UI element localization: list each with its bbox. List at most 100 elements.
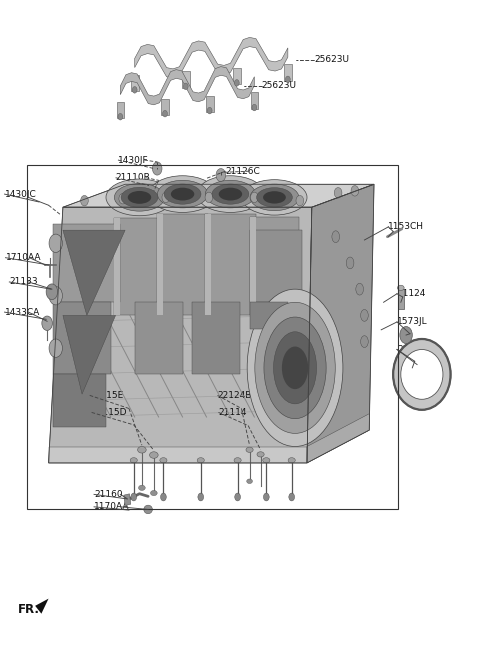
Polygon shape: [63, 184, 374, 207]
Circle shape: [42, 316, 52, 330]
Ellipse shape: [393, 339, 451, 410]
Text: 1153CH: 1153CH: [388, 222, 424, 231]
Text: 1573JL: 1573JL: [397, 317, 428, 327]
Polygon shape: [250, 217, 256, 315]
Circle shape: [183, 83, 188, 89]
Ellipse shape: [255, 302, 335, 434]
Ellipse shape: [160, 458, 167, 463]
Circle shape: [162, 192, 169, 202]
Text: 21115D: 21115D: [92, 408, 127, 417]
Polygon shape: [35, 599, 48, 614]
Ellipse shape: [197, 458, 204, 463]
Text: 1430JF: 1430JF: [118, 156, 149, 164]
Polygon shape: [114, 217, 165, 315]
Ellipse shape: [144, 505, 153, 514]
Circle shape: [153, 162, 162, 175]
Ellipse shape: [130, 458, 137, 463]
Polygon shape: [53, 374, 106, 427]
Ellipse shape: [157, 180, 208, 208]
Polygon shape: [192, 302, 240, 374]
Ellipse shape: [150, 452, 158, 459]
Text: FR.: FR.: [17, 602, 39, 616]
Polygon shape: [114, 217, 120, 315]
Circle shape: [163, 110, 168, 117]
Circle shape: [49, 286, 62, 305]
Ellipse shape: [346, 257, 354, 269]
Polygon shape: [250, 217, 299, 315]
Ellipse shape: [356, 283, 363, 295]
Ellipse shape: [205, 180, 255, 208]
Ellipse shape: [138, 447, 146, 453]
Text: 25623U: 25623U: [262, 81, 297, 91]
Ellipse shape: [264, 317, 326, 419]
Text: 21115E: 21115E: [90, 391, 124, 400]
Bar: [27, 165, 398, 509]
Circle shape: [296, 195, 304, 206]
Text: 1430JC: 1430JC: [4, 190, 36, 198]
Circle shape: [351, 185, 359, 196]
Ellipse shape: [263, 458, 270, 463]
Polygon shape: [117, 102, 124, 118]
Ellipse shape: [149, 175, 216, 212]
Polygon shape: [131, 75, 139, 91]
Polygon shape: [182, 71, 190, 87]
Circle shape: [160, 493, 166, 501]
Ellipse shape: [397, 285, 404, 290]
Text: 21114: 21114: [218, 408, 247, 417]
Ellipse shape: [234, 458, 241, 463]
Ellipse shape: [360, 336, 368, 348]
Circle shape: [131, 493, 137, 501]
Polygon shape: [307, 184, 374, 463]
Circle shape: [49, 339, 62, 357]
Ellipse shape: [219, 188, 242, 200]
Ellipse shape: [246, 447, 253, 453]
Polygon shape: [53, 223, 120, 302]
Circle shape: [118, 114, 123, 120]
Ellipse shape: [139, 485, 145, 490]
Ellipse shape: [212, 184, 249, 204]
Ellipse shape: [121, 187, 158, 208]
Circle shape: [81, 195, 88, 206]
Circle shape: [334, 187, 342, 198]
Circle shape: [264, 493, 269, 501]
Ellipse shape: [114, 183, 165, 211]
Circle shape: [235, 493, 240, 501]
Text: 21110B: 21110B: [116, 173, 150, 182]
Text: 21443: 21443: [397, 345, 425, 354]
Ellipse shape: [282, 346, 308, 389]
Polygon shape: [157, 214, 208, 315]
Polygon shape: [48, 207, 312, 463]
Polygon shape: [157, 214, 163, 315]
Circle shape: [289, 493, 295, 501]
Polygon shape: [307, 414, 369, 463]
Circle shape: [207, 107, 212, 114]
Text: 21160: 21160: [94, 490, 123, 499]
Circle shape: [234, 79, 239, 86]
Polygon shape: [53, 302, 111, 374]
Text: 22124B: 22124B: [217, 391, 252, 400]
Ellipse shape: [401, 350, 443, 399]
Bar: [124, 494, 131, 505]
Ellipse shape: [263, 191, 286, 204]
Polygon shape: [284, 64, 292, 81]
Text: 1433CA: 1433CA: [4, 307, 40, 317]
Circle shape: [216, 169, 226, 181]
Ellipse shape: [171, 188, 194, 200]
Circle shape: [119, 193, 127, 204]
Ellipse shape: [247, 289, 343, 447]
Text: 1170AA: 1170AA: [94, 503, 130, 511]
Ellipse shape: [274, 332, 317, 404]
Polygon shape: [135, 302, 182, 374]
Polygon shape: [250, 302, 288, 328]
Ellipse shape: [360, 309, 368, 321]
Polygon shape: [250, 230, 302, 302]
Polygon shape: [205, 214, 211, 315]
Ellipse shape: [151, 490, 157, 495]
Ellipse shape: [128, 191, 151, 204]
Ellipse shape: [242, 179, 307, 215]
Text: 1710AA: 1710AA: [5, 253, 41, 262]
Bar: [398, 289, 404, 309]
Circle shape: [198, 493, 204, 501]
Ellipse shape: [332, 231, 339, 242]
Polygon shape: [206, 95, 214, 112]
